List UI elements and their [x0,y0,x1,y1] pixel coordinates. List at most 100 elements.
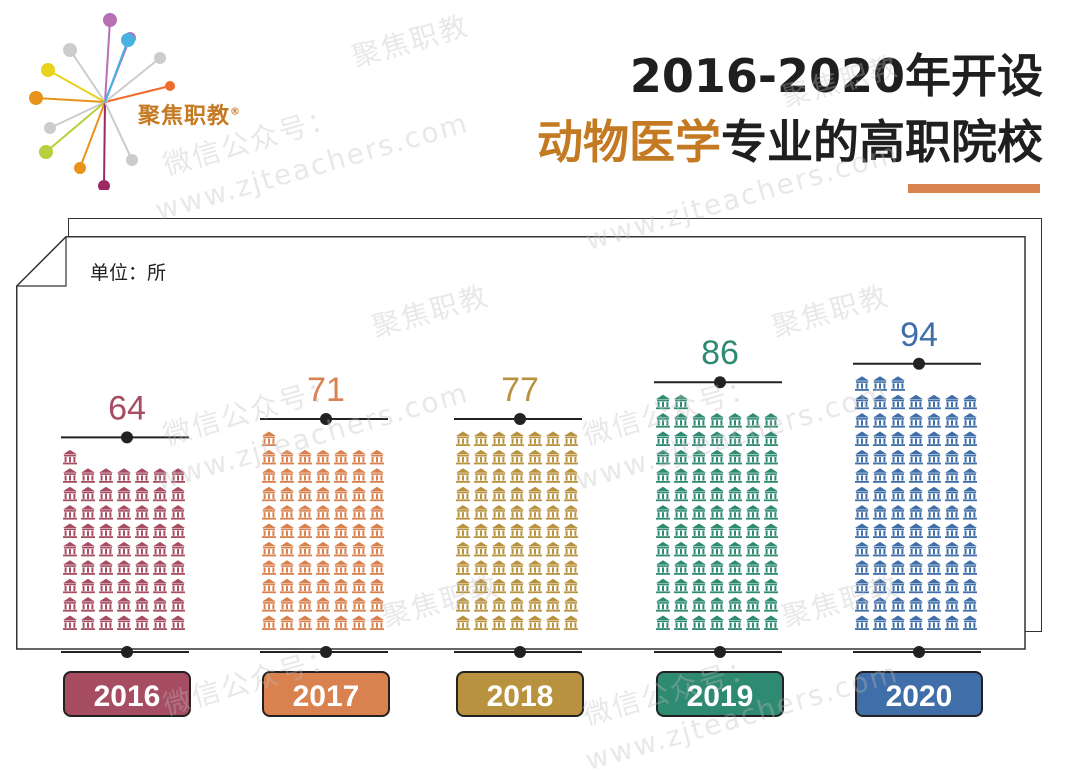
institution-building-icon [927,449,941,465]
institution-building-icon [352,597,366,612]
institution-building-icon [153,615,167,630]
institution-building-icon [370,560,384,575]
institution-building-icon [710,413,724,428]
institution-building-icon [492,523,506,538]
institution-building-icon [352,486,366,502]
institution-building-icon [546,486,560,502]
institution-building-icon [674,431,688,446]
institution-building-icon [546,615,560,630]
institution-building-icon [909,597,923,612]
institution-building-icon [873,486,887,502]
institution-building-icon [546,578,560,594]
institution-building-icon [674,541,688,557]
institution-building-icon [564,523,578,538]
value-label: 64 [108,389,146,427]
institution-building-icon [316,486,330,502]
institution-building-icon [63,505,77,520]
institution-building-icon [316,578,330,594]
institution-building-icon [891,578,905,594]
institution-building-icon [891,449,905,465]
institution-building-icon [334,505,348,520]
institution-building-icon [728,578,742,594]
institution-building-icon [492,486,506,502]
institution-building-icon [909,468,923,483]
institution-building-icon [117,597,131,612]
institution-building-icon [99,486,113,502]
institution-building-icon [171,486,185,502]
institution-building-icon [564,597,578,612]
bar-base-dot [514,646,526,658]
institution-building-icon [891,413,905,428]
institution-building-icon [746,449,760,465]
institution-building-icon [710,541,724,557]
institution-building-icon [492,468,506,483]
institution-building-icon [674,615,688,630]
institution-building-icon [81,468,95,483]
institution-building-icon [352,560,366,575]
institution-building-icon [492,597,506,612]
institution-building-icon [153,523,167,538]
institution-building-icon [945,597,959,612]
institution-building-icon [927,394,941,410]
institution-building-icon [873,560,887,575]
institution-building-icon [262,505,276,520]
institution-building-icon [674,468,688,483]
institution-building-icon [171,468,185,483]
institution-building-icon [528,597,542,612]
institution-building-icon [728,615,742,630]
institution-building-icon [474,449,488,465]
institution-building-icon [873,597,887,612]
institution-building-icon [280,523,294,538]
page-title: 2016-2020年开设 [629,49,1043,103]
institution-building-icon [510,578,524,594]
institution-building-icon [927,560,941,575]
institution-building-icon [546,541,560,557]
institution-building-icon [334,615,348,630]
institution-building-icon [474,505,488,520]
institution-building-icon [963,597,977,612]
institution-building-icon [945,449,959,465]
institution-building-icon [873,449,887,465]
institution-building-icon [171,523,185,538]
institution-building-icon [963,523,977,538]
bar-2016 [63,449,185,630]
institution-building-icon [510,486,524,502]
institution-building-icon [692,615,706,630]
institution-building-icon [370,486,384,502]
institution-building-icon [456,468,470,483]
institution-building-icon [656,505,670,520]
institution-building-icon [81,560,95,575]
institution-building-icon [764,615,778,630]
value-label: 94 [900,316,938,354]
institution-building-icon [510,597,524,612]
institution-building-icon [945,431,959,446]
institution-building-icon [764,523,778,538]
logo-icon [29,13,175,190]
institution-building-icon [492,560,506,575]
title-underline [908,184,1040,193]
institution-building-icon [171,560,185,575]
institution-building-icon [764,468,778,483]
institution-building-icon [510,431,524,446]
institution-building-icon [528,523,542,538]
institution-building-icon [135,486,149,502]
institution-building-icon [474,486,488,502]
institution-building-icon [855,560,869,575]
brand-name: 聚焦职教® [138,104,242,129]
institution-building-icon [764,505,778,520]
year-badge [656,671,784,717]
bar-base-dot [320,646,332,658]
institution-building-icon [135,505,149,520]
bar-top-dot [514,413,526,425]
institution-building-icon [945,394,959,410]
institution-building-icon [528,615,542,630]
institution-building-icon [746,523,760,538]
institution-building-icon [909,431,923,446]
institution-building-icon [927,505,941,520]
institution-building-icon [564,449,578,465]
title-rest: 专业的高职院校 [721,115,1043,169]
bar-top-dot [320,413,332,425]
institution-building-icon [891,541,905,557]
institution-building-icon [746,578,760,594]
